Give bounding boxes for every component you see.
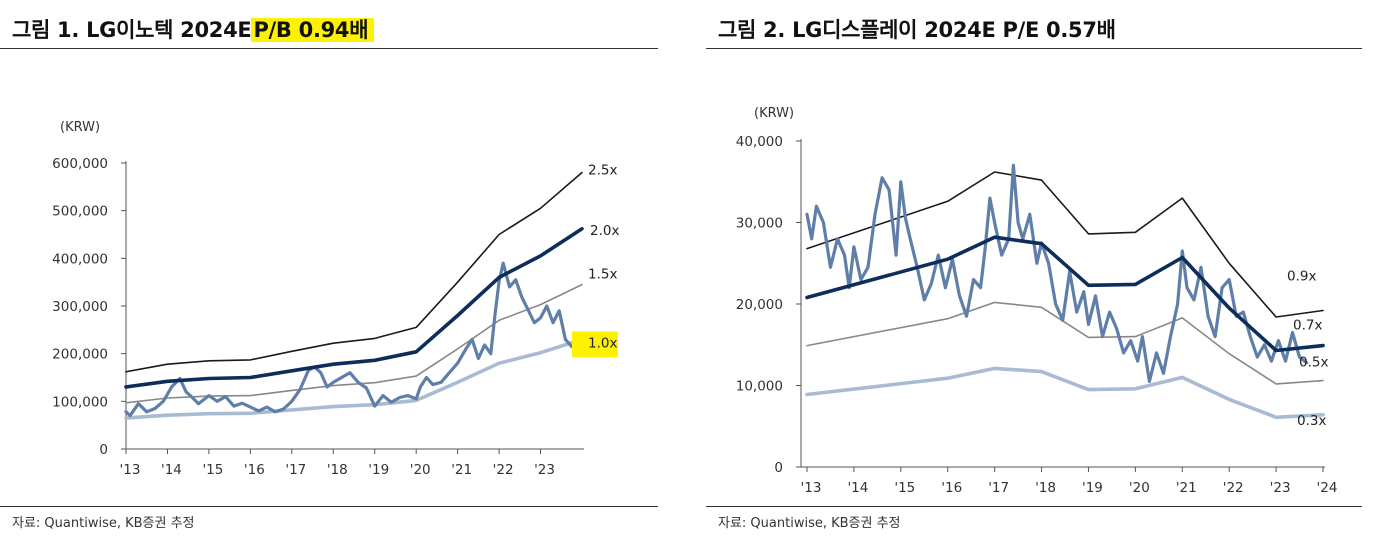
y-tick-label: 30,000: [736, 216, 783, 232]
x-tick-label: '13: [801, 480, 822, 496]
series-label: 0.7x: [1293, 318, 1322, 334]
source-note: 자료: Quantiwise, KB증권 추정: [718, 516, 901, 531]
series-line-band-0.5x: [806, 301, 1324, 385]
series-line-band-1.0x: [124, 337, 584, 420]
label-highlight-box: [572, 331, 618, 358]
x-tick-label: '19: [1082, 480, 1103, 496]
chart-panel-lg-display: 그림 2. LG디스플레이 2024E P/E 0.57배 (KRW) 0 10,0…: [706, 0, 1375, 539]
x-tick-label: '21: [1176, 480, 1197, 496]
title-rule: [0, 48, 658, 49]
chart-title: 그림 1. LG이노텍 2024EP/B 0.94배: [12, 14, 375, 44]
series-line-band-1.5x: [125, 283, 583, 404]
chart-panel-lg-innotek: 그림 1. LG이노텍 2024EP/B 0.94배 (KRW) 0 100,000…: [0, 0, 670, 539]
x-tick-label: '13: [120, 462, 141, 478]
x-tick-label: '24: [1317, 480, 1338, 496]
title-highlight: P/B 0.94배: [251, 18, 375, 42]
y-axis-unit-label: (KRW): [60, 120, 100, 135]
chart-title: 그림 2. LG디스플레이 2024E P/E 0.57배: [718, 14, 1116, 44]
source-rule: [706, 506, 1362, 507]
chart-plot: (KRW) 0 10,000 20,000 30,000 40,000 '13 '14 '15 '…: [736, 106, 1338, 496]
x-tick-label: '20: [1129, 480, 1150, 496]
x-tick-label: '15: [202, 462, 223, 478]
y-axis-unit-label: (KRW): [754, 106, 794, 121]
series-line-share-price: [124, 261, 574, 418]
series-line-band-0.9x: [806, 171, 1324, 318]
x-tick-label: '15: [894, 480, 915, 496]
x-tick-label: '21: [451, 462, 472, 478]
y-tick-label: 500,000: [52, 204, 108, 220]
y-tick-label: 0: [774, 460, 783, 476]
source-note: 자료: Quantiwise, KB증권 추정: [12, 516, 195, 531]
series-label: 0.9x: [1287, 269, 1316, 285]
source-rule: [0, 506, 658, 507]
series-label: 0.5x: [1299, 355, 1328, 371]
x-tick-label: '14: [161, 462, 182, 478]
figure-label: 그림 1.: [12, 18, 80, 42]
series-label: 1.5x: [588, 267, 617, 283]
y-tick-label: 400,000: [52, 251, 108, 267]
chart-plot: (KRW) 0 100,000 200,000 300,000 400,000 500,00…: [52, 120, 619, 478]
x-tick-label: '20: [410, 462, 431, 478]
series-line-share-price: [805, 163, 1309, 383]
series-label: 0.3x: [1297, 413, 1326, 429]
x-tick-label: '22: [1223, 480, 1244, 496]
y-tick-label: 40,000: [736, 134, 783, 150]
y-tick-label: 300,000: [52, 299, 108, 315]
y-tick-label: 0: [99, 442, 108, 458]
title-main: LG디스플레이 2024E P/E 0.57배: [792, 18, 1116, 42]
x-tick-label: '16: [244, 462, 265, 478]
x-tick-label: '23: [534, 462, 555, 478]
y-tick-label: 600,000: [52, 156, 108, 172]
x-tick-label: '17: [285, 462, 306, 478]
x-tick-label: '14: [847, 480, 868, 496]
y-tick-label: 10,000: [736, 379, 783, 395]
y-tick-label: 20,000: [736, 297, 783, 313]
x-tick-label: '18: [1035, 480, 1056, 496]
x-tick-label: '22: [493, 462, 514, 478]
y-tick-label: 200,000: [52, 347, 108, 363]
series-label: 2.5x: [588, 163, 617, 179]
title-rule: [706, 48, 1362, 49]
series-line-band-0.7x: [805, 235, 1325, 353]
x-tick-label: '16: [941, 480, 962, 496]
series-label: 2.0x: [590, 223, 619, 239]
title-main: LG이노텍 2024E: [86, 18, 252, 42]
x-tick-label: '23: [1270, 480, 1291, 496]
y-tick-label: 100,000: [52, 394, 108, 410]
x-tick-label: '19: [368, 462, 389, 478]
x-tick-label: '18: [327, 462, 348, 478]
series-label: 1.0x: [588, 335, 617, 351]
figure-label: 그림 2.: [718, 18, 786, 42]
x-tick-label: '17: [988, 480, 1009, 496]
series-line-band-2.0x: [124, 227, 584, 389]
series-line-band-2.5x: [125, 171, 583, 373]
series-line-band-0.3x: [805, 366, 1325, 420]
